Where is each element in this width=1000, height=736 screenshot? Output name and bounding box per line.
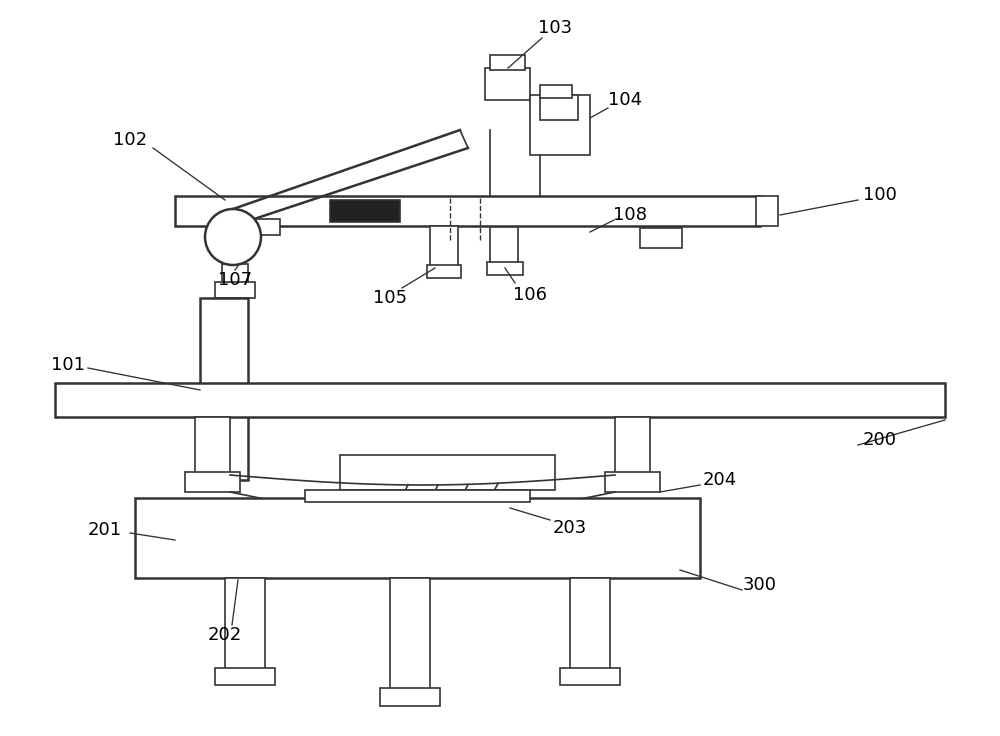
- Bar: [427, 265, 461, 278]
- Bar: [253, 219, 280, 235]
- Text: 105: 105: [373, 289, 407, 307]
- Bar: [380, 688, 440, 706]
- Text: 107: 107: [218, 271, 252, 289]
- Bar: [570, 578, 610, 670]
- Text: 101: 101: [51, 356, 85, 374]
- Text: 100: 100: [863, 186, 897, 204]
- Bar: [490, 55, 525, 70]
- Bar: [605, 472, 660, 492]
- Text: 202: 202: [208, 626, 242, 644]
- Bar: [195, 417, 230, 475]
- Bar: [305, 490, 530, 502]
- Bar: [225, 578, 265, 670]
- Bar: [215, 282, 255, 298]
- Bar: [560, 668, 620, 685]
- Bar: [756, 196, 778, 226]
- Text: 201: 201: [88, 521, 122, 539]
- Bar: [185, 472, 240, 492]
- Bar: [485, 68, 530, 100]
- Bar: [340, 455, 555, 490]
- Bar: [330, 200, 400, 222]
- Bar: [222, 264, 248, 285]
- Text: 300: 300: [743, 576, 777, 594]
- Text: 200: 200: [863, 431, 897, 449]
- Bar: [135, 498, 700, 578]
- Text: 204: 204: [703, 471, 737, 489]
- Text: 106: 106: [513, 286, 547, 304]
- Text: 203: 203: [553, 519, 587, 537]
- Bar: [640, 228, 682, 248]
- Bar: [540, 95, 578, 120]
- Bar: [430, 226, 458, 268]
- Bar: [615, 417, 650, 475]
- Text: 103: 103: [538, 19, 572, 37]
- Bar: [175, 196, 760, 226]
- Bar: [200, 298, 248, 480]
- Text: 102: 102: [113, 131, 147, 149]
- Bar: [215, 668, 275, 685]
- Bar: [55, 383, 945, 417]
- Bar: [390, 578, 430, 690]
- Circle shape: [205, 209, 261, 265]
- Text: 104: 104: [608, 91, 642, 109]
- Bar: [530, 95, 590, 155]
- Bar: [540, 85, 572, 98]
- Bar: [487, 262, 523, 275]
- Text: 108: 108: [613, 206, 647, 224]
- Bar: [490, 227, 518, 265]
